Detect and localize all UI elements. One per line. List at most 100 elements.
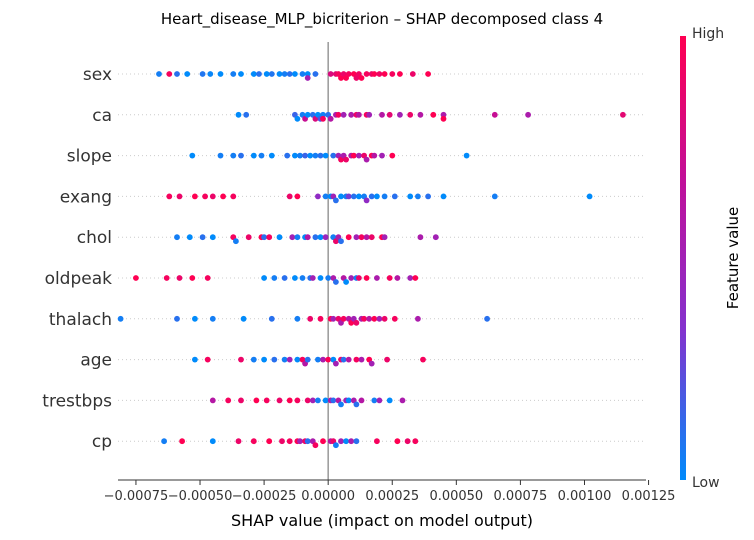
shap-point-chol [353,234,360,241]
shap-point-thalach [330,315,337,322]
shap-point-trestbps [286,397,293,404]
shap-point-sex [371,71,378,77]
shap-point-sex [304,71,311,77]
shap-point-cp [353,438,360,445]
x-tick-label: 0.00025 [365,489,419,504]
shap-point-oldpeak [281,275,288,281]
shap-point-sex [389,71,396,77]
shap-point-thalach [240,315,247,322]
shap-point-sex [199,71,206,77]
shap-point-cp [338,438,344,445]
shap-point-thalach [192,315,198,322]
shap-point-sex [363,71,370,77]
shap-point-trestbps [294,397,301,404]
shap-point-cp [404,438,411,445]
shap-point-trestbps [304,397,311,404]
shap-point-exang [374,193,380,200]
shap-point-trestbps [386,397,393,404]
shap-point-ca [491,111,498,118]
shap-point-slope [258,152,265,159]
shap-point-thalach [294,315,301,322]
shap-point-slope [343,156,349,163]
shap-point-oldpeak [343,279,349,285]
shap-point-thalach [371,315,378,322]
shap-point-ca [440,115,447,122]
shap-point-ca [320,111,326,118]
shap-point-ca [525,111,531,118]
shap-point-exang [315,193,321,200]
shap-point-thalach [268,315,275,322]
shap-point-sex [263,71,270,77]
shap-point-thalach [381,315,388,322]
shap-point-exang [230,193,237,200]
chart-title: Heart_disease_MLP_bicriterion – SHAP dec… [161,10,603,29]
shap-point-cp [209,438,216,445]
shap-point-exang [345,193,352,200]
shap-point-sex [276,71,283,77]
shap-point-slope [356,152,362,159]
shap-point-exang [381,193,388,200]
shap-point-cp [348,438,355,445]
x-axis-ticks: −0.00075 −0.00050 −0.00025 0.00000 0.00025 0.… [104,480,675,504]
shap-point-chol [233,238,239,245]
colorbar-low-label: Low [692,475,720,491]
shap-point-oldpeak [394,275,401,281]
shap-point-trestbps [322,397,329,404]
shap-point-chol [381,234,388,241]
shap-point-sex [281,71,288,77]
shap-point-oldpeak [333,279,339,285]
shap-point-slope [312,152,319,159]
shap-point-ca [407,111,414,118]
shap-point-slope [307,152,314,159]
shap-point-cp [179,438,186,445]
shap-point-slope [363,156,370,163]
shap-point-chol [199,234,206,241]
shap-point-slope [389,152,396,159]
shap-point-sex [299,71,306,77]
shap-point-thalach [484,315,490,322]
shap-point-exang [368,193,375,200]
shap-point-exang [294,193,301,200]
shap-point-slope [292,152,298,159]
shap-point-ca [386,111,393,118]
shap-point-sex [376,71,383,77]
colorbar-title: Feature value [724,207,742,309]
shap-point-cp [343,438,349,445]
shap-point-cp [279,438,285,445]
shap-point-slope [317,152,324,159]
shap-point-exang [415,193,421,200]
shap-point-age [261,356,267,363]
shap-point-oldpeak [204,275,211,281]
shap-point-ca [294,115,301,122]
x-tick-label: 0.00100 [558,489,612,504]
shap-point-oldpeak [271,275,278,281]
shap-point-sex [256,71,262,77]
shap-point-chol [266,234,273,241]
shap-point-thalach [317,315,324,322]
shap-point-ca [320,115,326,122]
shap-point-chol [276,234,283,241]
feature-label-chol: chol [77,228,112,248]
colorbar [680,36,686,480]
shap-point-chol [363,234,370,241]
shap-point-cp [266,438,273,445]
shap-point-slope [379,152,385,159]
shap-point-chol [294,234,301,241]
shap-point-oldpeak [261,275,267,281]
shap-point-age [420,356,426,363]
shap-point-cp [374,438,380,445]
shap-point-trestbps [238,397,244,404]
shap-point-trestbps [345,397,352,404]
shap-point-sex [156,71,162,77]
shap-point-chol [358,234,365,241]
shap-point-trestbps [353,401,360,408]
shap-point-sex [230,71,237,77]
shap-point-slope [250,152,257,159]
shap-point-slope [268,152,275,159]
shap-point-thalach [340,315,347,322]
shap-point-ca [340,111,347,118]
shap-point-age [368,360,375,367]
feature-rows: sex ca slope exang chol oldpeak thalach age tres… [42,65,646,452]
shap-point-slope [322,152,329,159]
feature-label-ca: ca [92,106,112,126]
